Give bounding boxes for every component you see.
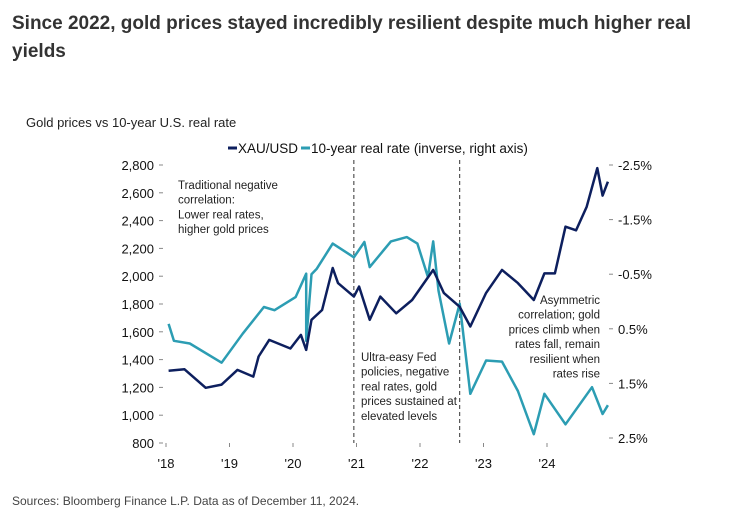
annotation-text: policies, negative	[361, 367, 449, 379]
x-tick-label: '20	[285, 456, 302, 471]
y-left-tick-label: 2,000	[121, 269, 154, 284]
annotation-text: Asymmetric	[540, 295, 600, 307]
y-right-tick-label: 0.5%	[618, 322, 648, 337]
annotation-text: Traditional negative	[178, 180, 278, 192]
y-left-tick-label: 2,200	[121, 241, 154, 256]
x-tick-label: '22	[412, 456, 429, 471]
legend-label: 10-year real rate (inverse, right axis)	[311, 141, 528, 156]
x-tick-label: '21	[348, 456, 365, 471]
x-tick-label: '23	[475, 456, 492, 471]
annotation-text: Ultra-easy Fed	[361, 352, 436, 364]
annotation-text: higher gold prices	[178, 224, 269, 236]
x-tick-label: '18	[158, 456, 175, 471]
y-right-tick-label: 1.5%	[618, 376, 648, 391]
gold-price-line	[168, 166, 610, 390]
y-left-tick-label: 1,400	[121, 353, 154, 368]
legend: XAU/USD 10-year real rate (inverse, right…	[228, 141, 528, 156]
chart-title: Gold prices vs 10-year U.S. real rate	[26, 115, 236, 130]
annotation-text: resilient when	[530, 354, 600, 366]
y-left-tick-label: 2,800	[121, 158, 154, 173]
y-right-tick-label: -2.5%	[618, 158, 652, 173]
y-left-tick-label: 800	[132, 436, 154, 451]
annotation-text: real rates, gold	[361, 381, 437, 393]
y-right-tick-label: -1.5%	[618, 213, 652, 228]
y-left-tick-label: 2,400	[121, 214, 154, 229]
y-left-tick-label: 1,000	[121, 408, 154, 423]
annotation-text: correlation; gold	[518, 310, 600, 322]
x-tick-label: '19	[221, 456, 238, 471]
y-left-tick-label: 1,800	[121, 297, 154, 312]
y-left-tick-label: 1,200	[121, 380, 154, 395]
real-rate-line	[167, 235, 609, 436]
annotation-text: Lower real rates,	[178, 209, 264, 221]
annotation-text: rates rise	[553, 369, 600, 381]
annotation-text: prices sustained at	[361, 396, 458, 408]
y-left-tick-label: 1,600	[121, 325, 154, 340]
x-tick-label: '24	[539, 456, 556, 471]
y-right-tick-label: -0.5%	[618, 267, 652, 282]
annotation-text: correlation:	[178, 195, 235, 207]
source-note: Sources: Bloomberg Finance L.P. Data as …	[12, 494, 360, 508]
y-left-tick-label: 2,600	[121, 186, 154, 201]
page-title: Since 2022, gold prices stayed incredibl…	[12, 13, 691, 62]
annotation-text: elevated levels	[361, 411, 437, 423]
annotation-text: rates fall, remain	[515, 339, 600, 351]
legend-label: XAU/USD	[238, 141, 298, 156]
annotation-text: prices climb when	[509, 324, 600, 336]
y-right-tick-label: 2.5%	[618, 431, 648, 446]
